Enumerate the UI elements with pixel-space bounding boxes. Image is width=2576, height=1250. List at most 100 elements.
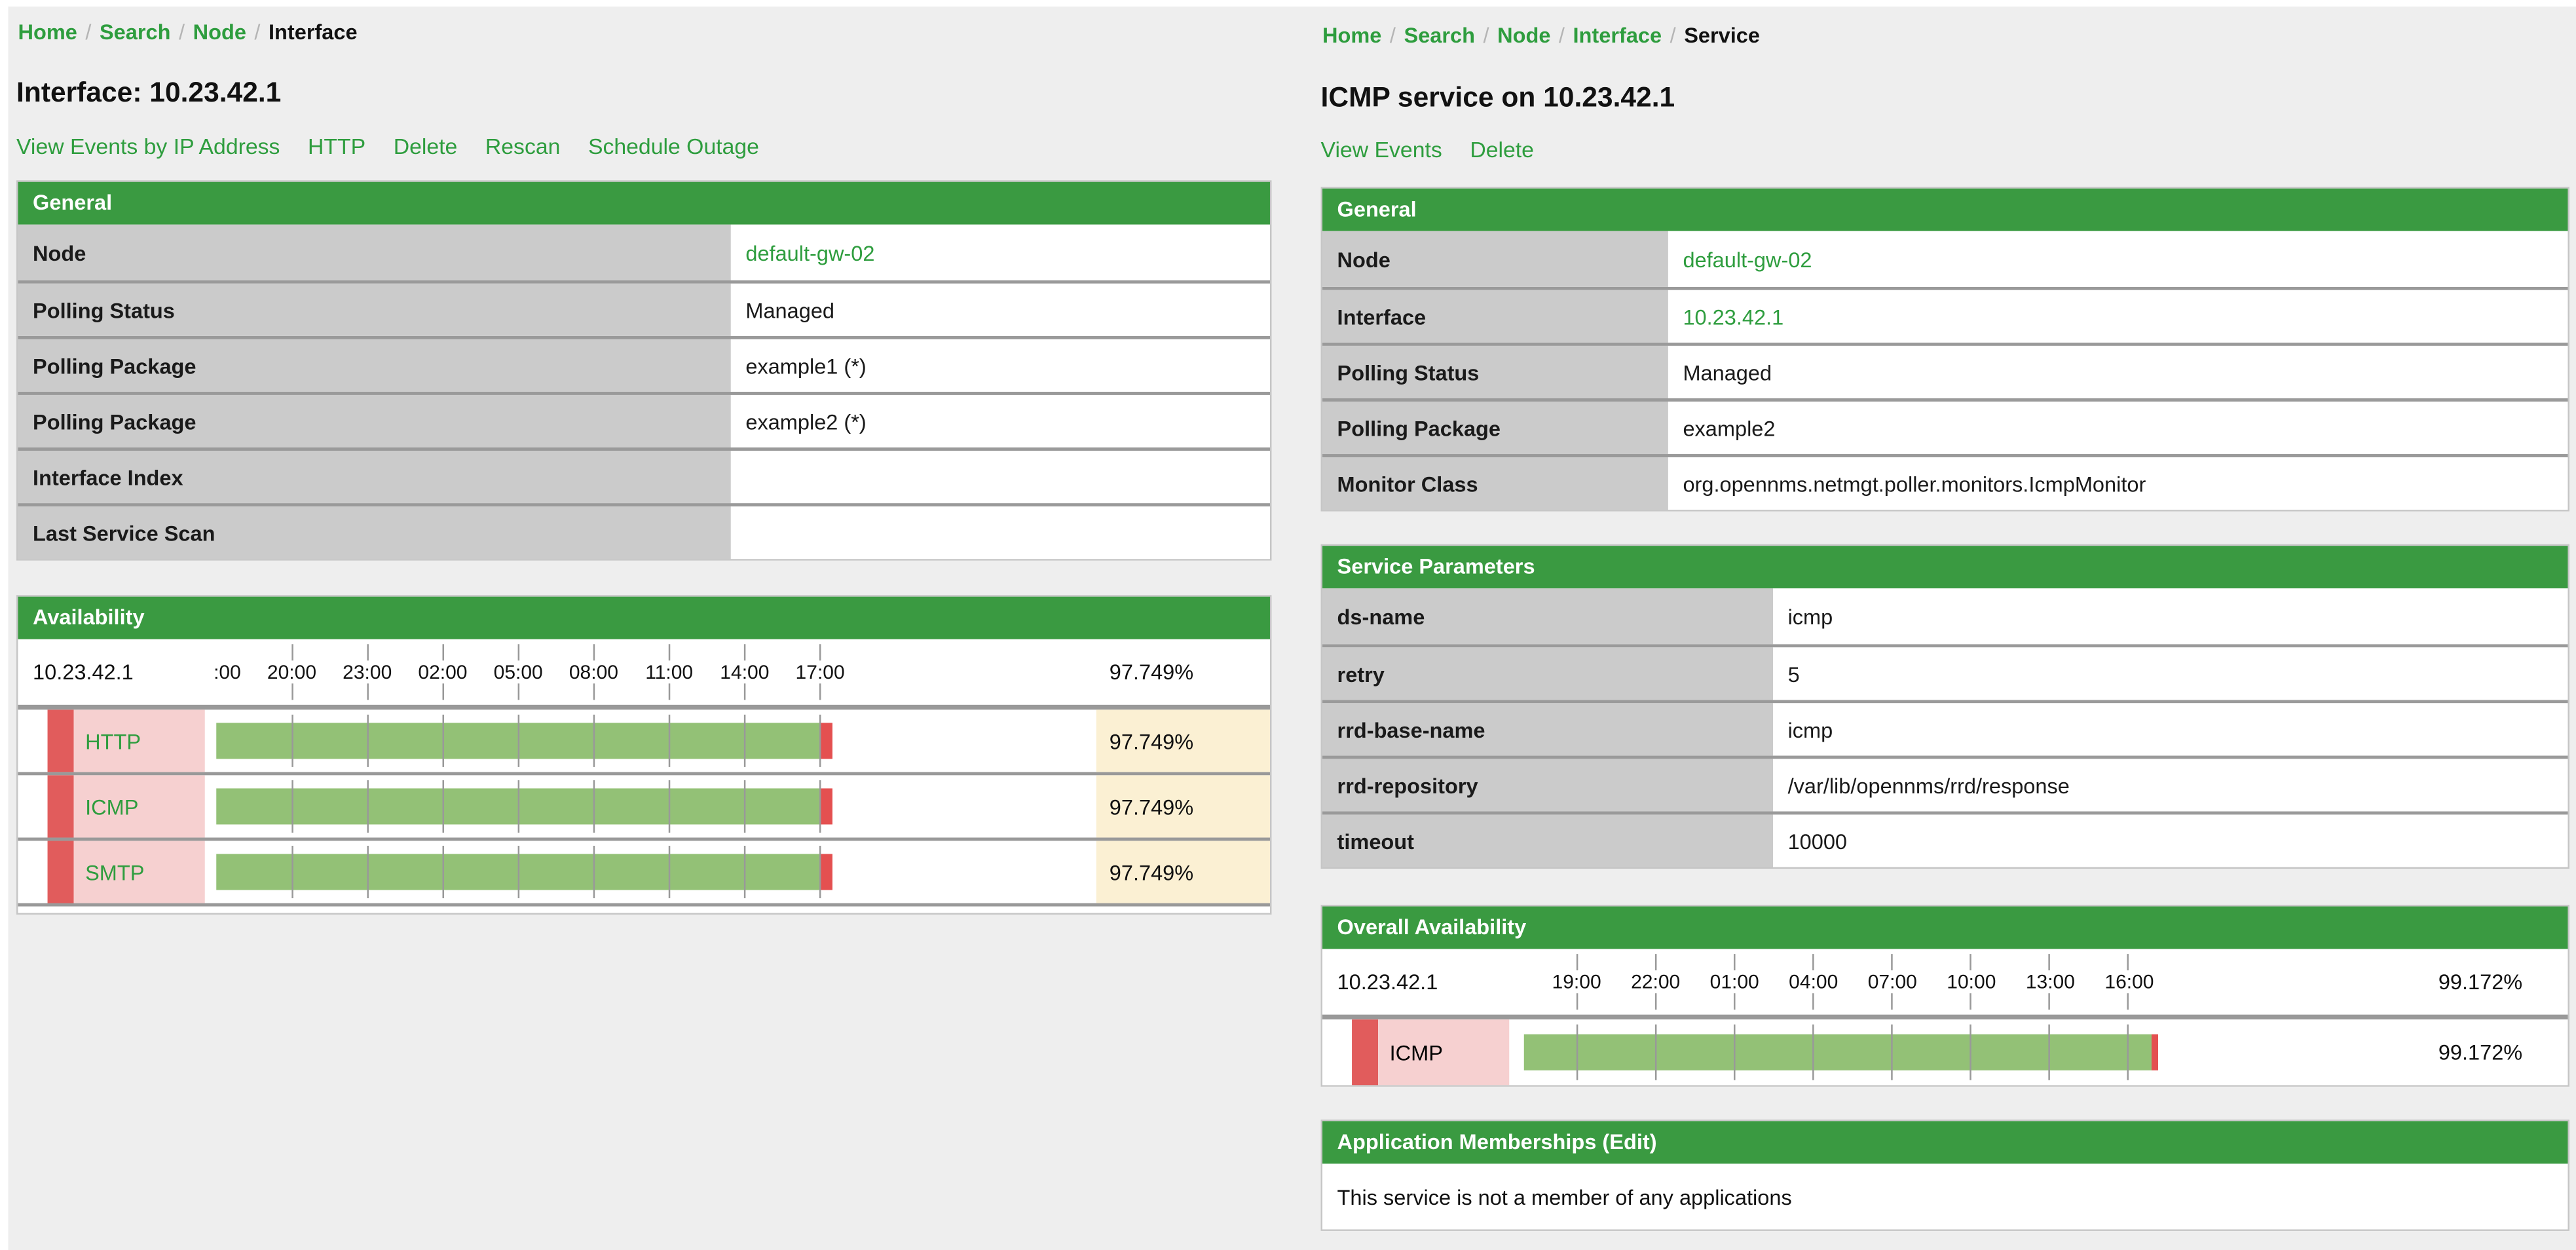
view-events-by-ip-link[interactable]: View Events by IP Address bbox=[16, 134, 280, 159]
service-name-cell: SMTP bbox=[73, 841, 205, 903]
breadcrumb-interface-current: Interface bbox=[268, 20, 358, 45]
delete-link[interactable]: Delete bbox=[1470, 138, 1534, 162]
availability-bar bbox=[216, 780, 832, 833]
row-value: 10000 bbox=[1773, 814, 2568, 867]
table-row: rrd-repository /var/lib/opennms/rrd/resp… bbox=[1322, 755, 2568, 812]
row-label: Monitor Class bbox=[1322, 457, 1668, 510]
availability-percent-cell: 97.749% bbox=[1096, 710, 1270, 772]
general-panel-header: General bbox=[18, 181, 1270, 225]
breadcrumb-node[interactable]: Node bbox=[1497, 23, 1551, 48]
edit-link[interactable]: (Edit) bbox=[1602, 1129, 1657, 1154]
delete-link[interactable]: Delete bbox=[393, 134, 458, 159]
table-row: Monitor Class org.opennms.netmgt.poller.… bbox=[1322, 454, 2568, 510]
bar-tick-marks bbox=[216, 714, 832, 767]
axis-tick-marks bbox=[216, 683, 832, 700]
breadcrumb-node[interactable]: Node bbox=[193, 20, 246, 45]
application-memberships-title: Application Memberships bbox=[1337, 1129, 1597, 1154]
overall-availability-value: 97.749% bbox=[1109, 660, 1194, 685]
breadcrumb-search[interactable]: Search bbox=[1404, 23, 1476, 48]
breadcrumb-search[interactable]: Search bbox=[99, 20, 171, 45]
service-smtp-link[interactable]: SMTP bbox=[85, 860, 145, 884]
interface-ip-label: 10.23.42.1 bbox=[1337, 969, 1438, 994]
axis-tick-label: 19:00 bbox=[1552, 970, 1601, 994]
service-icmp-link[interactable]: ICMP bbox=[85, 794, 139, 819]
breadcrumb-separator: / bbox=[179, 20, 185, 45]
axis-tick-label: 20:00 bbox=[267, 660, 317, 684]
breadcrumb-home[interactable]: Home bbox=[18, 20, 77, 45]
breadcrumb-separator: / bbox=[1483, 23, 1489, 48]
row-value: Managed bbox=[730, 283, 1270, 336]
overall-availability-value: 99.172% bbox=[2438, 969, 2523, 994]
breadcrumb-home[interactable]: Home bbox=[1322, 23, 1382, 48]
row-value: org.opennms.netmgt.poller.monitors.IcmpM… bbox=[1668, 457, 2568, 510]
table-row: rrd-base-name icmp bbox=[1322, 700, 2568, 756]
service-parameters-panel: Service Parameters ds-name icmp retry 5 … bbox=[1320, 544, 2569, 869]
axis-tick-label: 04:00 bbox=[1789, 970, 1839, 994]
row-value: 10.23.42.1 bbox=[1668, 290, 2568, 343]
service-icmp-label: ICMP bbox=[1389, 1040, 1443, 1065]
row-label: Polling Package bbox=[18, 339, 731, 392]
bar-tick-marks bbox=[216, 780, 832, 833]
axis-tick-label: 08:00 bbox=[569, 660, 618, 684]
axis-tick-label: 16:00 bbox=[2104, 970, 2154, 994]
table-row: retry 5 bbox=[1322, 644, 2568, 700]
schedule-outage-link[interactable]: Schedule Outage bbox=[588, 134, 760, 159]
application-memberships-body: This service is not a member of any appl… bbox=[1322, 1164, 2568, 1230]
axis-tick-label: 01:00 bbox=[1709, 970, 1759, 994]
action-links: View Events Delete bbox=[1321, 138, 2569, 162]
row-label: rrd-repository bbox=[1322, 759, 1774, 812]
row-label: Polling Package bbox=[18, 394, 731, 448]
row-value bbox=[730, 506, 1270, 559]
axis-tick-marks bbox=[216, 644, 832, 661]
row-label: timeout bbox=[1322, 814, 1774, 867]
interface-link[interactable]: 10.23.42.1 bbox=[1683, 304, 1784, 329]
availability-bar bbox=[1523, 1024, 2159, 1080]
service-http-link[interactable]: HTTP bbox=[85, 729, 141, 753]
service-name-cell: HTTP bbox=[73, 710, 205, 772]
table-row: Node default-gw-02 bbox=[18, 224, 1270, 280]
breadcrumb: Home / Search / Node / Interface / Service bbox=[1322, 23, 2569, 48]
general-panel-header: General bbox=[1322, 188, 2568, 231]
availability-percent-cell: 97.749% bbox=[1096, 775, 1270, 838]
axis-tick-marks bbox=[1523, 993, 2159, 1010]
row-value: icmp bbox=[1773, 588, 2568, 645]
row-label: Node bbox=[1322, 231, 1668, 287]
row-value: Managed bbox=[1668, 345, 2568, 398]
breadcrumb-interface[interactable]: Interface bbox=[1573, 23, 1662, 48]
breadcrumb-separator: / bbox=[254, 20, 261, 45]
row-value: default-gw-02 bbox=[1668, 231, 2568, 287]
service-name-cell: ICMP bbox=[1378, 1019, 1510, 1086]
view-events-link[interactable]: View Events bbox=[1320, 138, 1442, 162]
row-value: /var/lib/opennms/rrd/response bbox=[1773, 759, 2568, 812]
row-value: example1 (*) bbox=[730, 339, 1270, 392]
row-label: Polling Package bbox=[1322, 401, 1668, 455]
breadcrumb: Home / Search / Node / Interface bbox=[18, 20, 1272, 45]
overall-availability-header: Overall Availability bbox=[1322, 906, 2568, 949]
status-strip bbox=[47, 841, 74, 903]
row-value: default-gw-02 bbox=[730, 224, 1270, 280]
time-axis: 17:00 20:00 23:00 02:00 05:00 08:00 11:0… bbox=[213, 639, 844, 705]
node-link[interactable]: default-gw-02 bbox=[745, 240, 875, 265]
axis-tick-marks bbox=[1523, 954, 2159, 971]
axis-tick-label: 07:00 bbox=[1867, 970, 1917, 994]
row-value: icmp bbox=[1773, 703, 2568, 756]
row-label: ds-name bbox=[1322, 588, 1774, 645]
status-strip bbox=[47, 775, 74, 838]
http-link[interactable]: HTTP bbox=[307, 134, 366, 159]
node-link[interactable]: default-gw-02 bbox=[1683, 246, 1812, 272]
availability-bar bbox=[216, 714, 832, 767]
table-row: ds-name icmp bbox=[1322, 588, 2568, 645]
service-name-cell: ICMP bbox=[73, 775, 205, 838]
breadcrumb-separator: / bbox=[1389, 23, 1396, 48]
row-value: example2 (*) bbox=[730, 394, 1270, 448]
availability-panel: Availability 10.23.42.1 17:00 20:00 23:0… bbox=[16, 595, 1272, 915]
table-row: Polling Package example2 (*) bbox=[18, 391, 1270, 448]
action-links: View Events by IP Address HTTP Delete Resca… bbox=[16, 134, 1271, 159]
rescan-link[interactable]: Rescan bbox=[485, 134, 561, 159]
row-label: retry bbox=[1322, 647, 1774, 700]
axis-tick-label: 05:00 bbox=[493, 660, 543, 684]
row-label: Interface Index bbox=[18, 451, 731, 504]
overall-availability-panel: Overall Availability 10.23.42.1 19:00 22… bbox=[1320, 905, 2569, 1087]
axis-tick-label: 17:00 bbox=[213, 660, 241, 684]
